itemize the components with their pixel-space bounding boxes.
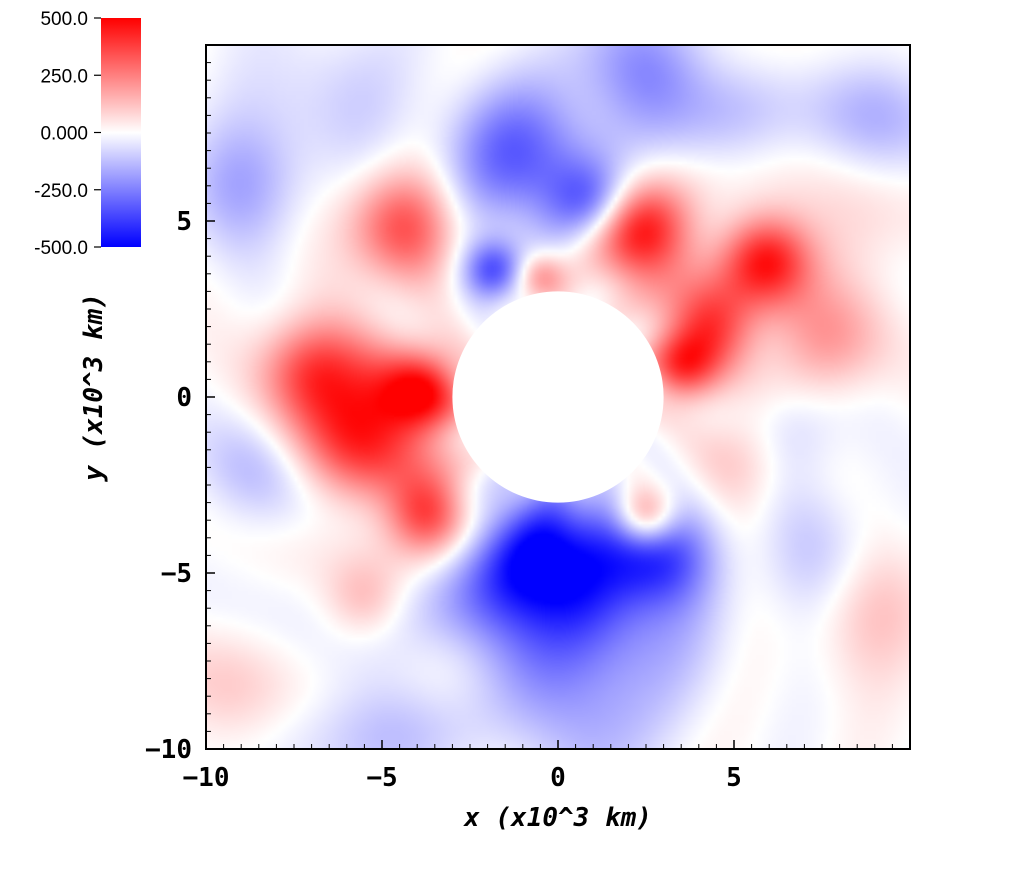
y-axis-title: y (x10^3 km) [79,293,109,483]
x-tick-label: −5 [366,763,397,793]
y-tick-labels: −10 −5 0 5 [145,207,192,765]
x-tick-label: −10 [183,763,230,793]
colorbar-label: -500.0 [34,238,88,259]
y-tick-label: −5 [161,559,192,589]
colorbar-label: 250.0 [40,66,88,87]
colorbar-label: 0.000 [40,124,88,145]
minor-ticks [206,62,893,749]
x-tick-labels: −10 −5 0 5 [183,763,742,793]
y-tick-label: 5 [176,207,192,237]
masked-inner-region [452,291,664,503]
x-tick-label: 5 [726,763,742,793]
colorbar-ticks [94,17,101,248]
x-axis-title: x (x10^3 km) [463,803,652,833]
y-tick-label: −10 [145,735,192,765]
colorbar-label: 500.0 [40,9,88,30]
colorbar: 500.0 250.0 0.000 -250.0 -500.0 [34,9,141,259]
plot-area [205,44,911,750]
y-tick-label: 0 [176,383,192,413]
colorbar-label: -250.0 [34,181,88,202]
x-tick-label: 0 [550,763,566,793]
major-ticks [205,220,735,750]
colorbar-gradient [101,18,141,247]
